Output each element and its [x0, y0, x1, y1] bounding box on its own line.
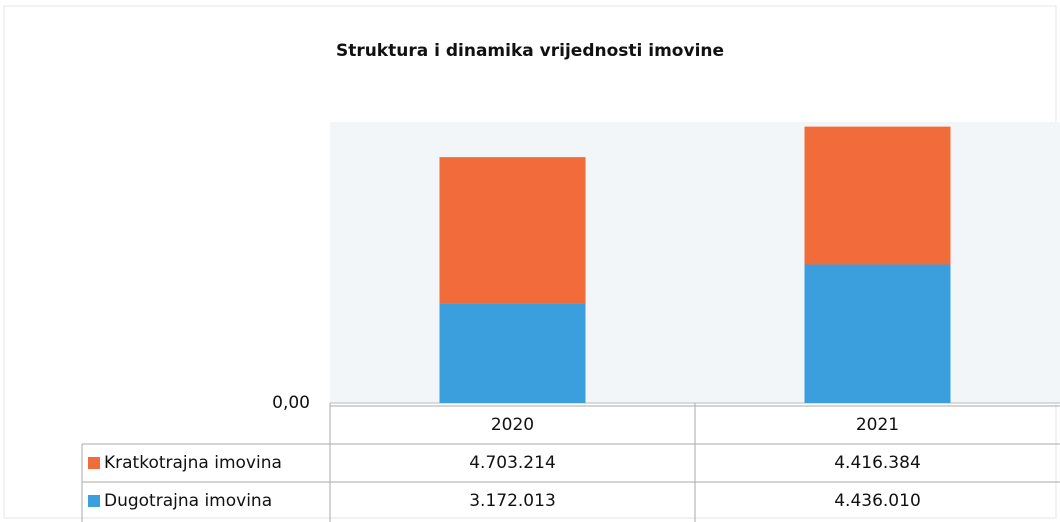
y-tick-label: 0,00: [272, 393, 310, 413]
bar-segment: [439, 157, 586, 304]
legend-label: Kratkotrajna imovina: [104, 453, 282, 473]
bar-segment: [804, 264, 951, 403]
legend-label: Dugotrajna imovina: [104, 491, 272, 511]
x-tick-label: 2021: [856, 415, 899, 435]
table-value: 3.172.013: [469, 491, 556, 511]
table-value: 4.416.384: [834, 453, 921, 473]
bar-segment: [439, 303, 586, 403]
x-tick-label: 2020: [491, 415, 534, 435]
bar-segment: [804, 126, 951, 265]
table-value: 4.703.214: [469, 453, 556, 473]
table-value: 4.436.010: [834, 491, 921, 511]
chart-title: Struktura i dinamika vrijednosti imovine: [336, 41, 724, 61]
legend-swatch: [88, 495, 100, 507]
legend-swatch: [88, 457, 100, 469]
